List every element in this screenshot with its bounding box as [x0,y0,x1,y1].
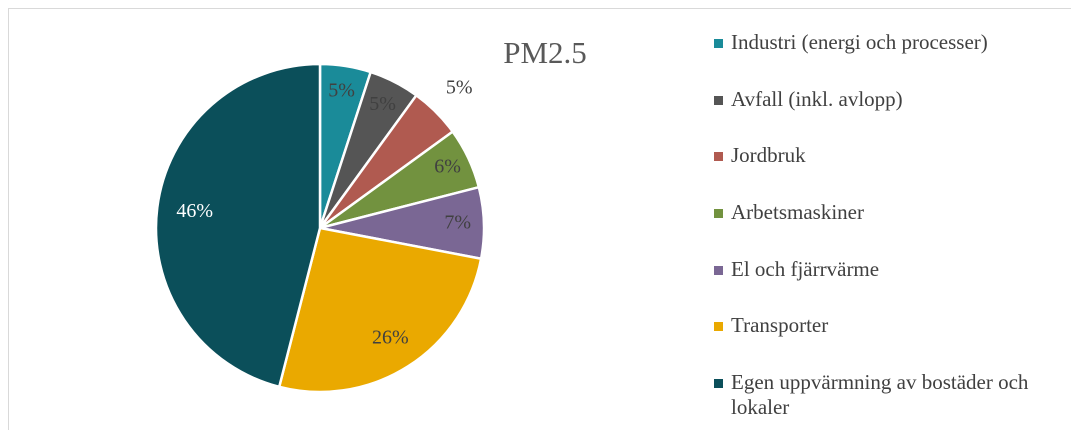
legend-label: Industri (energi och processer) [731,30,988,54]
legend-swatch [714,379,723,389]
data-label: 46% [176,200,213,222]
data-label: 5% [369,93,396,115]
legend-swatch [714,95,723,105]
legend-swatch [714,39,723,48]
legend-item: Arbetsmaskiner [714,200,1064,257]
data-label: 7% [444,211,471,233]
legend-item: El och fjärrvärme [714,257,1064,314]
legend-swatch [714,265,723,275]
legend-item: Transporter [714,313,1064,370]
legend-label: Jordbruk [731,143,806,168]
legend-label: El och fjärrvärme [731,256,880,281]
legend-swatch [714,322,723,332]
data-label: 6% [434,156,461,178]
data-label: 26% [372,326,409,348]
pie-slice [277,226,483,394]
legend-item: Industri (energi och processer) [714,30,1064,87]
legend-swatch [714,152,723,162]
legend-item: Egen uppvärmning av bostäder och lokaler [714,370,1064,427]
legend: Industri (energi och processer) Avfall (i… [714,30,1064,427]
legend-label: Avfall (inkl. avlopp) [731,86,903,111]
pie-slice [154,62,322,389]
chart-border [8,8,1071,430]
data-label: 5% [328,80,355,102]
legend-label: Egen uppvärmning av bostäder och lokaler [731,370,1029,420]
legend-swatch [714,209,723,219]
legend-label: Arbetsmaskiner [731,200,864,225]
chart-title: PM2.5 [503,35,587,70]
data-label: 5% [446,76,473,98]
legend-item: Jordbruk [714,143,1064,200]
legend-item: Avfall (inkl. avlopp) [714,87,1064,144]
legend-label: Transporter [731,313,829,338]
